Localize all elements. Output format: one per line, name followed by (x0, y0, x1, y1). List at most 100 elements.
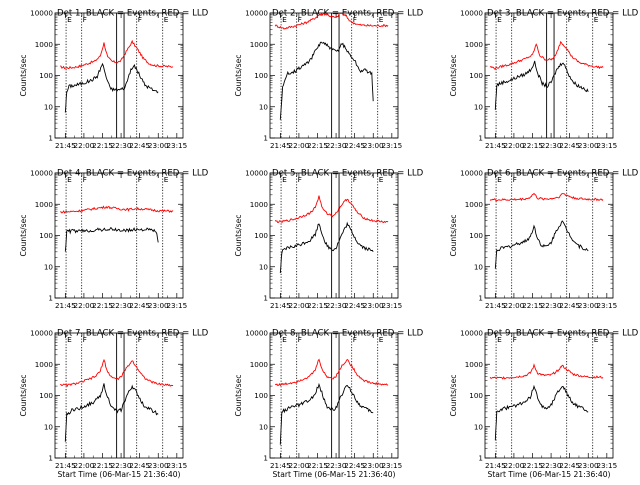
panel-8-xtick-label: 22:15 (307, 461, 328, 470)
panel-2-xtick-label: 23:00 (363, 141, 384, 150)
panel-1-flag: F (83, 15, 87, 24)
panel-7-flag: F (83, 335, 87, 344)
panel-5: Det 5, BLACK = Events, RED = LLD 1 10 100 10… (234, 169, 424, 311)
panel-4-ytick-label: 100 (39, 231, 53, 240)
panel-8-xtick-label: 22:45 (344, 461, 365, 470)
panel-4-xtick-label: 22:00 (74, 301, 95, 310)
panel-3-xtick-label: 22:15 (522, 141, 543, 150)
panel-1-flag: E (164, 15, 169, 24)
panel-7-xtick-label: 22:45 (129, 461, 150, 470)
panel-2-ytick-label: 1 (263, 134, 268, 143)
panel-3-xtick-label: 23:00 (578, 141, 599, 150)
panel-2-xtick-label: 22:45 (344, 141, 365, 150)
panel-2-xtick-label: 22:00 (289, 141, 310, 150)
panel-1-xtick-label: 22:30 (111, 141, 132, 150)
panel-3-title: Det 3, BLACK = Events, RED = LLD (487, 9, 639, 19)
panel-2-xtick-label: 22:30 (326, 141, 347, 150)
panel-5-ytick-label: 10 (259, 262, 269, 271)
panel-9-flag: F (513, 335, 517, 344)
panel-6-flag: F (568, 175, 572, 184)
panel-3-xtick-label: 22:45 (559, 141, 580, 150)
panel-6-series-lld (489, 192, 604, 202)
panel-2-xtick-label: 22:15 (307, 141, 328, 150)
panel-2-series-lld (274, 12, 389, 30)
panel-2-ytick-label: 10000 (245, 9, 268, 18)
panel-9-xtick-label: 22:45 (559, 461, 580, 470)
panel-6-flag: E (497, 175, 502, 184)
panel-5-flag: F (298, 175, 302, 184)
panel-7-xtick-label: 22:30 (111, 461, 132, 470)
panel-2-flag: E (282, 15, 287, 24)
panel-6-xtick-label: 22:45 (559, 301, 580, 310)
panel-5-xtick-label: 22:45 (344, 301, 365, 310)
panel-6-frame (484, 172, 614, 299)
panel-1-ytick-label: 10 (44, 102, 54, 111)
panel-9-xtick-label: 21:45 (485, 461, 506, 470)
panel-6-title: Det 6, BLACK = Events, RED = LLD (487, 169, 639, 179)
panel-2-series-events (279, 41, 374, 120)
panel-6-xtick-label: 22:30 (541, 301, 562, 310)
panel-1-flag: F (138, 15, 142, 24)
panel-7-xtick-label: 23:00 (148, 461, 169, 470)
panel-5-flag: E (282, 175, 287, 184)
panel-6-ylabel: Counts/sec (449, 215, 458, 257)
panel-8-flag: F (353, 335, 357, 344)
panel-1-title: Det 1, BLACK = Events, RED = LLD (57, 9, 209, 19)
panel-4-series-lld (60, 205, 174, 214)
panel-1: Det 1, BLACK = Events, RED = LLD 1 10 100 10… (19, 9, 209, 151)
panel-7-frame (54, 332, 184, 459)
panel-9-series-lld (489, 363, 604, 380)
panel-8-ytick-label: 10000 (245, 329, 268, 338)
panel-7-xtick-label: 21:45 (55, 461, 76, 470)
panel-7-xlabel: Start Time (06-Mar-15 21:36:40) (57, 470, 180, 479)
panel-9-flag: E (497, 335, 502, 344)
panel-7: Det 7, BLACK = Events, RED = LLD 1 10 100 10… (19, 329, 209, 480)
panel-3-ytick-label: 1 (478, 134, 483, 143)
panel-4-series-events (64, 226, 159, 252)
panel-8-xtick-label: 21:45 (270, 461, 291, 470)
panel-7-series-events (64, 383, 159, 442)
panel-1-flag: E (67, 15, 72, 24)
panel-2-flag: F (298, 15, 302, 24)
panel-9-ytick-label: 10000 (460, 329, 483, 338)
panel-6-series-events (494, 220, 589, 269)
panel-7-series-lld (60, 358, 174, 388)
panel-5-flag: F (353, 175, 357, 184)
panel-3-flag: E (594, 15, 599, 24)
panel-9-flag: E (594, 335, 599, 344)
panel-7-ytick-label: 1 (48, 454, 53, 463)
panel-3-flag: E (497, 15, 502, 24)
panel-8: Det 8, BLACK = Events, RED = LLD 1 10 100 10… (234, 329, 424, 480)
panel-7-ylabel: Counts/sec (19, 375, 28, 417)
panel-9-series-events (494, 384, 589, 441)
panel-8-ytick-label: 1 (263, 454, 268, 463)
panel-6-xtick-label: 22:00 (504, 301, 525, 310)
panel-2-flag: F (353, 15, 357, 24)
panel-2-xtick-label: 21:45 (270, 141, 291, 150)
panel-7-ytick-label: 10 (44, 422, 54, 431)
panel-6-ytick-label: 100 (469, 231, 483, 240)
panel-5-xtick-label: 22:15 (307, 301, 328, 310)
panel-6-ytick-label: 10 (474, 262, 484, 271)
panel-4-flag: F (83, 175, 87, 184)
panel-3-flag: F (513, 15, 517, 24)
panel-3-xtick-label: 22:00 (504, 141, 525, 150)
panel-9-ytick-label: 100 (469, 391, 483, 400)
panel-8-xtick-label: 22:00 (289, 461, 310, 470)
panel-6-ytick-label: 1 (478, 294, 483, 303)
panel-2-ylabel: Counts/sec (234, 55, 243, 97)
panel-8-flag: E (282, 335, 287, 344)
panel-4-xtick-label: 22:30 (111, 301, 132, 310)
panel-1-ytick-label: 100 (39, 71, 53, 80)
panel-7-xtick-label: 22:15 (92, 461, 113, 470)
panel-8-ytick-label: 100 (254, 391, 268, 400)
panel-6-xtick-label: 23:00 (578, 301, 599, 310)
panel-9: Det 9, BLACK = Events, RED = LLD 1 10 100 10… (449, 329, 639, 480)
panel-8-xtick-label: 23:00 (363, 461, 384, 470)
panel-3-ytick-label: 10000 (460, 9, 483, 18)
panel-9-xlabel: Start Time (06-Mar-15 21:36:40) (487, 470, 610, 479)
panel-4-ytick-label: 1000 (35, 200, 54, 209)
panel-5-flag: E (379, 175, 384, 184)
